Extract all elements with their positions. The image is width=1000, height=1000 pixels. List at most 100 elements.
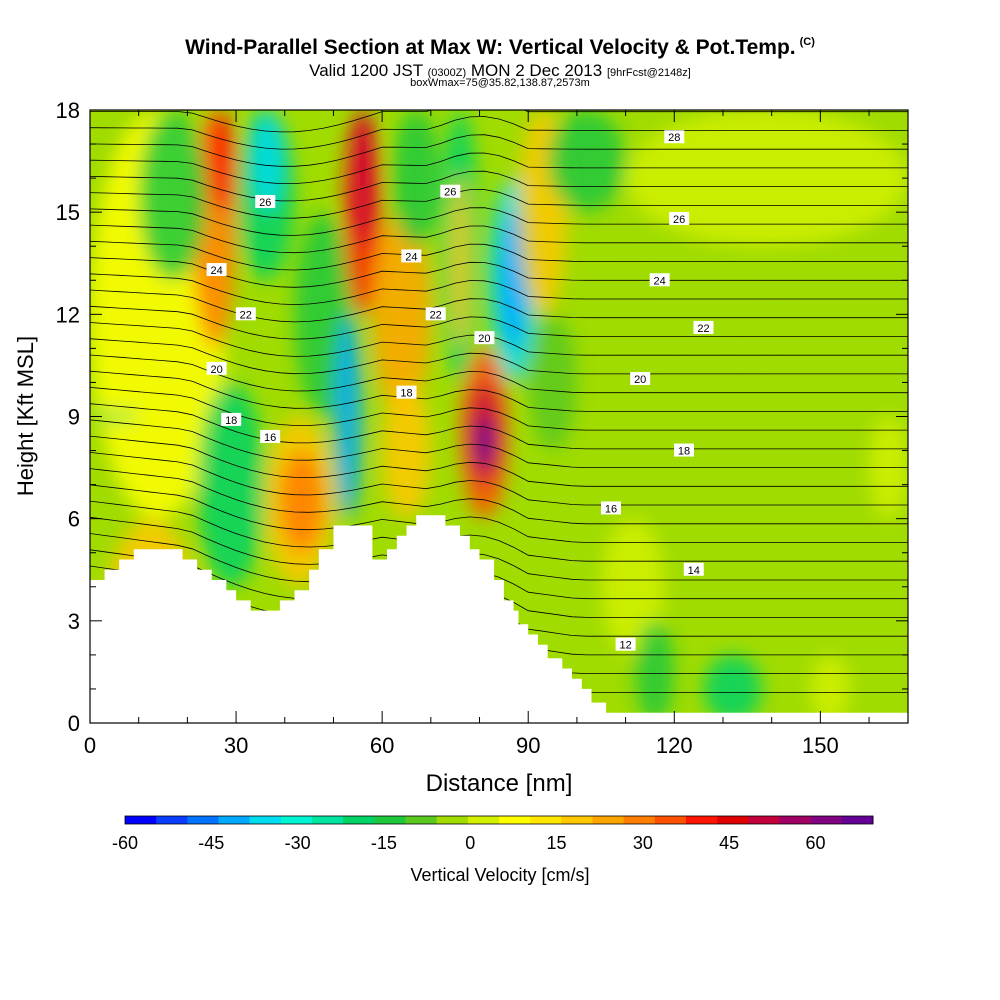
colorbar-swatch [218, 816, 251, 824]
svg-text:18: 18 [678, 446, 690, 458]
contour-label: 24 [649, 273, 670, 287]
y-tick-label: 15 [56, 200, 80, 225]
svg-text:14: 14 [688, 565, 700, 577]
contour-label: 20 [206, 361, 227, 376]
contour-label: 16 [600, 501, 621, 515]
colorbar-swatch [779, 816, 812, 824]
colorbar: -60 -45 -30 -15 0 15 30 45 60 [112, 815, 874, 853]
colorbar-swatch [561, 816, 593, 824]
colorbar-tick-label: -30 [285, 833, 311, 853]
colorbar-swatch [125, 816, 157, 824]
contour-label: 16 [260, 429, 281, 444]
contour-label: 14 [683, 562, 704, 577]
colorbar-swatch [436, 816, 469, 824]
colorbar-swatch [187, 816, 219, 824]
contour-label: 22 [235, 307, 256, 321]
colorbar-swatch [686, 816, 718, 824]
y-tick-label: 0 [68, 711, 80, 736]
contour-label: 26 [440, 184, 461, 199]
svg-text:18: 18 [400, 388, 412, 400]
colorbar-swatch [530, 816, 562, 824]
svg-text:20: 20 [634, 374, 646, 386]
chart-subtitle: Valid 1200 JST (0300Z) MON 2 Dec 2013 [9… [0, 61, 1000, 81]
subtitle-valid: Valid 1200 JST [309, 61, 423, 80]
x-tick-label: 120 [656, 733, 693, 758]
y-tick-label: 9 [68, 405, 80, 430]
subtitle-zulu: (0300Z) [427, 67, 467, 79]
colorbar-swatch [717, 816, 749, 824]
colorbar-tick-label: -60 [112, 833, 138, 853]
colorbar-tick-label: -15 [371, 833, 397, 853]
colorbar-swatch [405, 816, 438, 824]
svg-text:22: 22 [697, 323, 709, 335]
colorbar-tick-label: 45 [719, 833, 739, 853]
colorbar-swatch [374, 816, 406, 824]
contour-label: 24 [401, 249, 422, 263]
contour-label: 12 [615, 637, 636, 652]
x-axis-label: Distance [nm] [426, 770, 573, 797]
colorbar-tick-label: 15 [547, 833, 567, 853]
subtitle-date: MON 2 Dec 2013 [470, 61, 603, 80]
svg-text:24: 24 [654, 275, 666, 287]
contour-label: 26 [669, 211, 690, 226]
colorbar-swatch [810, 816, 843, 824]
colorbar-swatch [623, 816, 656, 824]
y-tick-label: 12 [56, 302, 80, 327]
svg-text:22: 22 [240, 309, 252, 321]
contour-label: 18 [396, 385, 417, 400]
chart-subtitle-2: boxWmax=75@35.82,138.87,2573m [410, 77, 590, 89]
contour-label: 26 [255, 194, 276, 209]
colorbar-swatch [249, 816, 282, 824]
svg-text:26: 26 [444, 187, 456, 199]
contour-label: 22 [693, 320, 714, 335]
colorbar-swatch [499, 816, 531, 824]
contour-label: 24 [206, 263, 227, 277]
x-tick-label: 150 [802, 733, 839, 758]
colorbar-tick-label: 0 [465, 833, 475, 853]
contour-label: 28 [664, 130, 685, 144]
contour-label: 20 [474, 331, 495, 345]
svg-text:26: 26 [673, 214, 685, 226]
colorbar-swatch [156, 816, 188, 824]
svg-text:22: 22 [430, 309, 442, 321]
contour-label: 18 [674, 443, 695, 458]
y-tick-label: 6 [68, 507, 80, 532]
svg-text:20: 20 [210, 364, 222, 376]
svg-text:24: 24 [405, 251, 417, 263]
colorbar-tick-label: -45 [198, 833, 224, 853]
colorbar-tick-label: 30 [633, 833, 653, 853]
colorbar-label: Vertical Velocity [cm/s] [410, 865, 589, 885]
axes: 0 30 60 90 120 150 0 3 6 9 12 15 18 [56, 98, 908, 758]
svg-text:24: 24 [210, 265, 222, 277]
x-tick-label: 90 [516, 733, 540, 758]
colorbar-swatch [312, 816, 344, 824]
x-tick-label: 60 [370, 733, 394, 758]
contour-label: 20 [630, 372, 651, 386]
svg-text:16: 16 [264, 432, 276, 444]
colorbar-swatch [280, 816, 313, 824]
x-tick-label: 30 [224, 733, 248, 758]
colorbar-swatch [654, 816, 687, 824]
chart-title-text: Wind-Parallel Section at Max W: Vertical… [185, 36, 796, 59]
contour-label: 18 [221, 412, 242, 427]
colorbar-swatch [748, 816, 780, 824]
colorbar-tick-label: 60 [805, 833, 825, 853]
copyright-mark: (C) [799, 36, 815, 48]
chart-title: Wind-Parallel Section at Max W: Vertical… [0, 36, 1000, 60]
colorbar-swatch [467, 816, 500, 824]
contour-label: 22 [425, 307, 446, 321]
subtitle-forecast: [9hrFcst@2148z] [606, 67, 691, 79]
colorbar-swatch [841, 816, 874, 824]
terrain [90, 515, 908, 723]
svg-text:16: 16 [605, 503, 617, 515]
svg-text:26: 26 [259, 197, 271, 209]
contour-labels: 26 24 22 20 18 16 26 24 22 20 18 28 26 24 22 20 18 16 14 12 [206, 130, 714, 652]
y-axis-label: Height [Kft MSL] [13, 336, 38, 496]
colorbar-swatch [592, 816, 625, 824]
svg-text:20: 20 [478, 333, 490, 345]
svg-text:12: 12 [619, 640, 631, 652]
y-tick-label: 18 [56, 98, 80, 123]
colorbar-swatch [343, 816, 375, 824]
svg-text:28: 28 [668, 132, 680, 144]
